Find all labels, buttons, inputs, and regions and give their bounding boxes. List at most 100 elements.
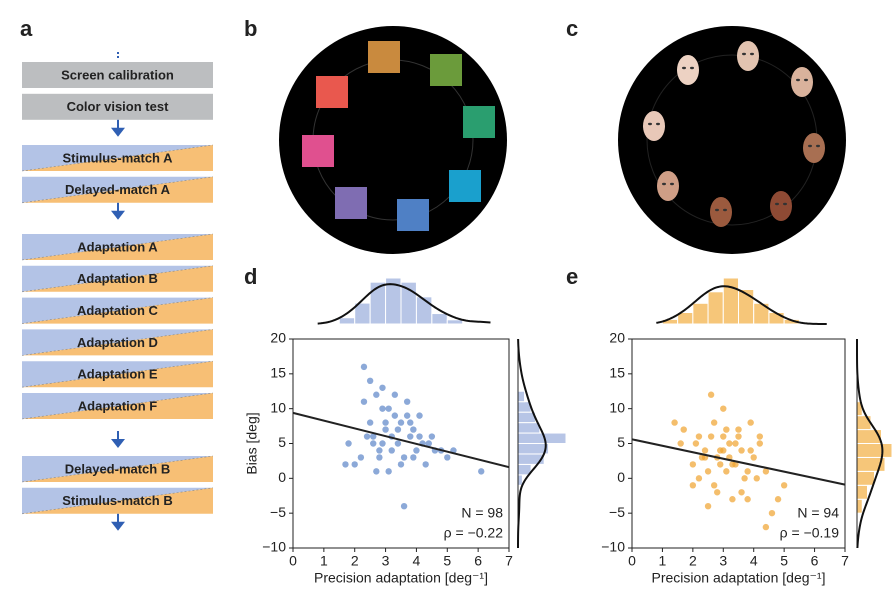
point [747, 447, 754, 454]
face [677, 55, 699, 85]
y-axis-label: Bias [deg] [244, 412, 260, 474]
face [710, 197, 732, 227]
step-label: Stimulus-match A [62, 150, 173, 165]
fit-line [292, 411, 510, 469]
y-hist-bar [517, 432, 567, 444]
annotation: N = 94 [797, 505, 839, 521]
x-tick-label: 0 [289, 553, 297, 569]
point [753, 475, 760, 482]
y-kde-curve [517, 338, 547, 549]
point [397, 419, 405, 426]
point [351, 461, 358, 468]
annotation: ρ = −0.19 [780, 525, 840, 541]
face-eye [715, 208, 719, 212]
point [413, 447, 420, 454]
y-tick-label: −5 [609, 504, 625, 520]
y-tick-label: 20 [270, 330, 286, 346]
face-eye [750, 52, 754, 56]
point [780, 482, 788, 489]
face-eye [808, 144, 812, 148]
point [400, 454, 408, 461]
step-label: Delayed-match A [65, 182, 171, 197]
x-tick-label: 4 [413, 553, 421, 569]
point [391, 412, 399, 419]
color-square [316, 76, 348, 108]
step-label: Stimulus-match B [62, 493, 173, 508]
color-square [368, 41, 400, 73]
step-diagonal [21, 487, 214, 515]
point [376, 447, 383, 454]
x-tick-label: 6 [811, 553, 819, 569]
x-tick-label: 6 [474, 553, 482, 569]
step-label: Adaptation C [77, 303, 158, 318]
x-tick-label: 7 [841, 553, 849, 569]
panel-label: e [566, 264, 578, 289]
face-eye [682, 66, 686, 70]
point [397, 461, 405, 468]
point [410, 426, 417, 433]
step-box [22, 93, 213, 120]
point [416, 433, 423, 440]
point [756, 440, 763, 447]
step-label: Color vision test [67, 99, 170, 114]
step-diagonal [21, 297, 214, 324]
y-tick-label: 5 [278, 434, 286, 450]
face-eye [796, 78, 800, 82]
point [360, 398, 368, 405]
point [373, 391, 380, 398]
color-square [463, 106, 495, 138]
face [770, 191, 792, 221]
point [478, 468, 485, 475]
face-eye [816, 144, 820, 148]
point [707, 433, 715, 440]
point [400, 503, 408, 510]
point [707, 391, 715, 398]
point [388, 447, 395, 454]
point [363, 433, 371, 440]
point [774, 496, 782, 503]
point [741, 475, 748, 482]
point [735, 433, 742, 440]
point [376, 454, 383, 461]
y-hist-bar [517, 474, 523, 486]
color-square [449, 170, 481, 202]
panel-label: c [566, 16, 578, 41]
face [737, 41, 759, 71]
point [717, 461, 724, 468]
y-hist-bar [856, 498, 863, 514]
point [394, 426, 402, 433]
x-hist-bar [707, 291, 724, 325]
point [379, 384, 386, 391]
x-tick-label: 2 [351, 553, 359, 569]
point [677, 440, 684, 447]
x-hist-bar [692, 302, 709, 325]
panel-label: a [20, 16, 33, 41]
y-hist-bar [517, 422, 541, 434]
x-tick-label: 1 [659, 553, 667, 569]
step-diagonal [21, 233, 214, 261]
y-tick-label: 5 [617, 434, 625, 450]
point [370, 440, 377, 447]
step-diagonal [21, 392, 214, 420]
point [738, 489, 745, 496]
point [416, 412, 423, 419]
y-tick-label: −5 [270, 504, 286, 520]
point [428, 433, 436, 440]
x-hist-bar [338, 317, 356, 325]
point [403, 412, 411, 419]
y-hist-bar [856, 470, 875, 486]
x-tick-label: 3 [382, 553, 390, 569]
y-hist-bar [517, 390, 526, 403]
arrow-head [111, 127, 125, 137]
face-eye [783, 202, 787, 206]
face-eye [723, 208, 727, 212]
y-tick-label: 10 [609, 399, 625, 415]
point [671, 419, 678, 426]
point [701, 447, 709, 454]
face-eye [662, 182, 666, 186]
y-tick-label: 0 [617, 469, 625, 485]
x-tick-label: 7 [505, 553, 513, 569]
y-tick-label: −10 [601, 539, 625, 555]
panel-label: b [244, 16, 257, 41]
face-eye [648, 122, 652, 126]
